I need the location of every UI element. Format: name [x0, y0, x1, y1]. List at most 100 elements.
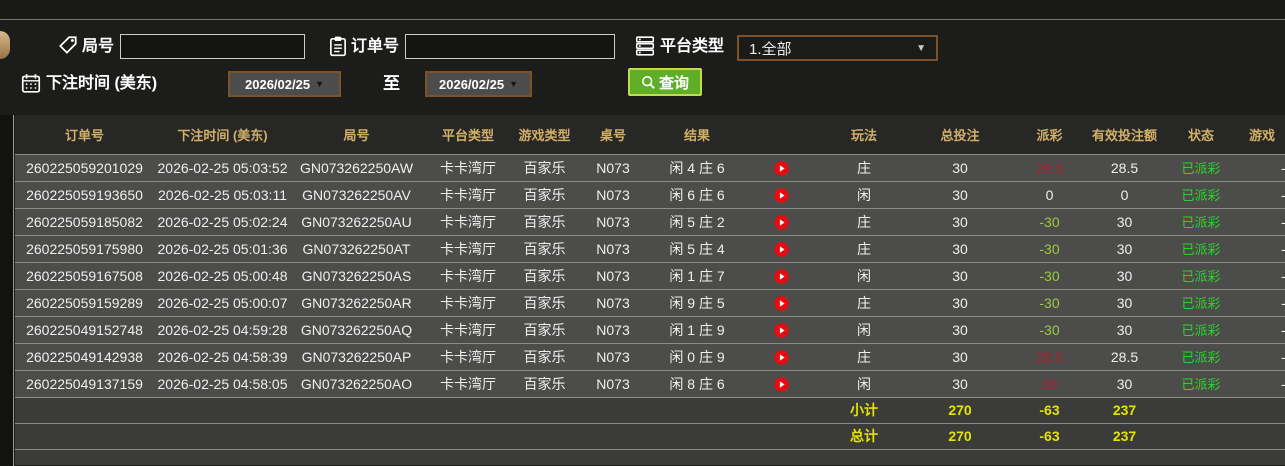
play-icon[interactable] — [773, 269, 789, 284]
totals-cell: 270 — [909, 423, 1011, 450]
round-no-cell: GN073262250AU — [291, 208, 422, 236]
game-type-cell: 百家乐 — [514, 154, 575, 182]
table-row: 260225049142938 2026-02-25 04:58:39 GN0732… — [15, 343, 1285, 371]
table-no-cell: N073 — [575, 154, 651, 182]
total-bet-cell: 30 — [909, 181, 1011, 209]
bet-option-cell: 闲 — [819, 181, 909, 209]
bet-time-cell: 2026-02-25 05:00:07 — [154, 289, 291, 317]
totals-cell — [154, 423, 291, 450]
table-no-cell: N073 — [575, 316, 651, 344]
play-icon[interactable] — [773, 242, 789, 257]
round-no-cell: GN073262250AV — [291, 181, 422, 209]
video-cell — [743, 262, 819, 290]
bet-option-cell: 闲 — [819, 262, 909, 290]
payout-cell: -30 — [1011, 262, 1088, 290]
bet-time-cell: 2026-02-25 04:58:39 — [154, 343, 291, 371]
video-cell — [743, 235, 819, 263]
platform-type-select[interactable]: 1.全部 ▼ — [737, 35, 938, 61]
valid-bet-cell: 28.5 — [1088, 343, 1161, 371]
status-cell: 已派彩 — [1161, 262, 1241, 290]
status-cell: 已派彩 — [1161, 289, 1241, 317]
order-no-cell: 260225059159289 — [15, 289, 154, 317]
result-cell: 闲 6 庄 6 — [651, 181, 743, 209]
game-extra-cell: - — [1241, 235, 1285, 263]
game-type-cell: 百家乐 — [514, 208, 575, 236]
date-to-select[interactable]: 2026/02/25 ▼ — [425, 71, 532, 97]
bet-time-cell: 2026-02-25 04:59:28 — [154, 316, 291, 344]
payout-cell: -30 — [1011, 235, 1088, 263]
round-no-cell: GN073262250AP — [291, 343, 422, 371]
totals-cell — [575, 423, 651, 450]
order-no-cell: 260225059167508 — [15, 262, 154, 290]
play-icon[interactable] — [773, 350, 789, 365]
payout-cell: 28.5 — [1011, 154, 1088, 182]
chevron-down-icon: ▼ — [509, 79, 518, 89]
play-icon[interactable] — [773, 161, 789, 176]
status-cell: 已派彩 — [1161, 154, 1241, 182]
payout-cell: 28.5 — [1011, 343, 1088, 371]
game-extra-cell: - — [1241, 343, 1285, 371]
totals-cell: -63 — [1011, 397, 1088, 424]
date-to-value: 2026/02/25 — [439, 76, 505, 92]
date-from-select[interactable]: 2026/02/25 ▼ — [228, 71, 341, 97]
game-type-cell: 百家乐 — [514, 343, 575, 371]
round-no-cell: GN073262250AO — [291, 370, 422, 398]
totals-cell — [651, 397, 743, 424]
game-type-cell: 百家乐 — [514, 370, 575, 398]
game-type-cell: 百家乐 — [514, 262, 575, 290]
table-row: 260225059193650 2026-02-25 05:03:11 GN0732… — [15, 181, 1285, 209]
platform-cell: 卡卡湾厅 — [422, 370, 514, 398]
video-cell — [743, 208, 819, 236]
play-icon[interactable] — [773, 323, 789, 338]
table-row: 260225059167508 2026-02-25 05:00:48 GN0732… — [15, 262, 1285, 290]
total-bet-cell: 30 — [909, 154, 1011, 182]
result-cell: 闲 4 庄 6 — [651, 154, 743, 182]
game-extra-cell: - — [1241, 262, 1285, 290]
game-extra-cell: - — [1241, 154, 1285, 182]
result-cell: 闲 5 庄 4 — [651, 235, 743, 263]
totals-cell — [651, 423, 743, 450]
totals-cell — [1161, 423, 1241, 450]
order-no-label: 订单号 — [351, 38, 400, 55]
totals-cell — [15, 423, 154, 450]
play-icon[interactable] — [773, 296, 789, 311]
valid-bet-cell: 28.5 — [1088, 154, 1161, 182]
bet-option-cell: 闲 — [819, 370, 909, 398]
platform-cell: 卡卡湾厅 — [422, 154, 514, 182]
totals-cell — [575, 397, 651, 424]
status-cell: 已派彩 — [1161, 235, 1241, 263]
payout-cell: -30 — [1011, 289, 1088, 317]
table-left-gutter — [0, 115, 14, 466]
filler-cell — [15, 449, 1285, 465]
video-cell — [743, 181, 819, 209]
order-no-input[interactable] — [405, 34, 615, 59]
play-icon[interactable] — [773, 215, 789, 230]
platform-cell: 卡卡湾厅 — [422, 343, 514, 371]
panel-handle[interactable] — [0, 31, 10, 59]
search-button-label: 查询 — [658, 74, 689, 92]
valid-bet-cell: 30 — [1088, 208, 1161, 236]
status-cell: 已派彩 — [1161, 316, 1241, 344]
column-header: 桌号 — [575, 115, 651, 155]
search-button[interactable]: 查询 — [628, 68, 702, 96]
table-row: 260225059185082 2026-02-25 05:02:24 GN0732… — [15, 208, 1285, 236]
totals-cell — [743, 423, 819, 450]
order-no-cell: 260225059185082 — [15, 208, 154, 236]
table-no-cell: N073 — [575, 235, 651, 263]
chevron-down-icon: ▼ — [916, 42, 926, 54]
order-no-cell: 260225059175980 — [15, 235, 154, 263]
platform-cell: 卡卡湾厅 — [422, 235, 514, 263]
table-no-cell: N073 — [575, 370, 651, 398]
total-bet-cell: 30 — [909, 208, 1011, 236]
platform-cell: 卡卡湾厅 — [422, 289, 514, 317]
result-cell: 闲 1 庄 9 — [651, 316, 743, 344]
play-icon[interactable] — [773, 377, 789, 392]
play-icon[interactable] — [773, 188, 789, 203]
chevron-down-icon: ▼ — [315, 79, 324, 89]
round-no-cell: GN073262250AS — [291, 262, 422, 290]
table-body: 260225059201029 2026-02-25 05:03:52 GN0732… — [15, 154, 1285, 465]
platform-type-value: 1.全部 — [749, 40, 792, 58]
bet-option-cell: 闲 — [819, 316, 909, 344]
totals-cell: 小计 — [819, 397, 909, 424]
round-no-input[interactable] — [120, 34, 305, 59]
